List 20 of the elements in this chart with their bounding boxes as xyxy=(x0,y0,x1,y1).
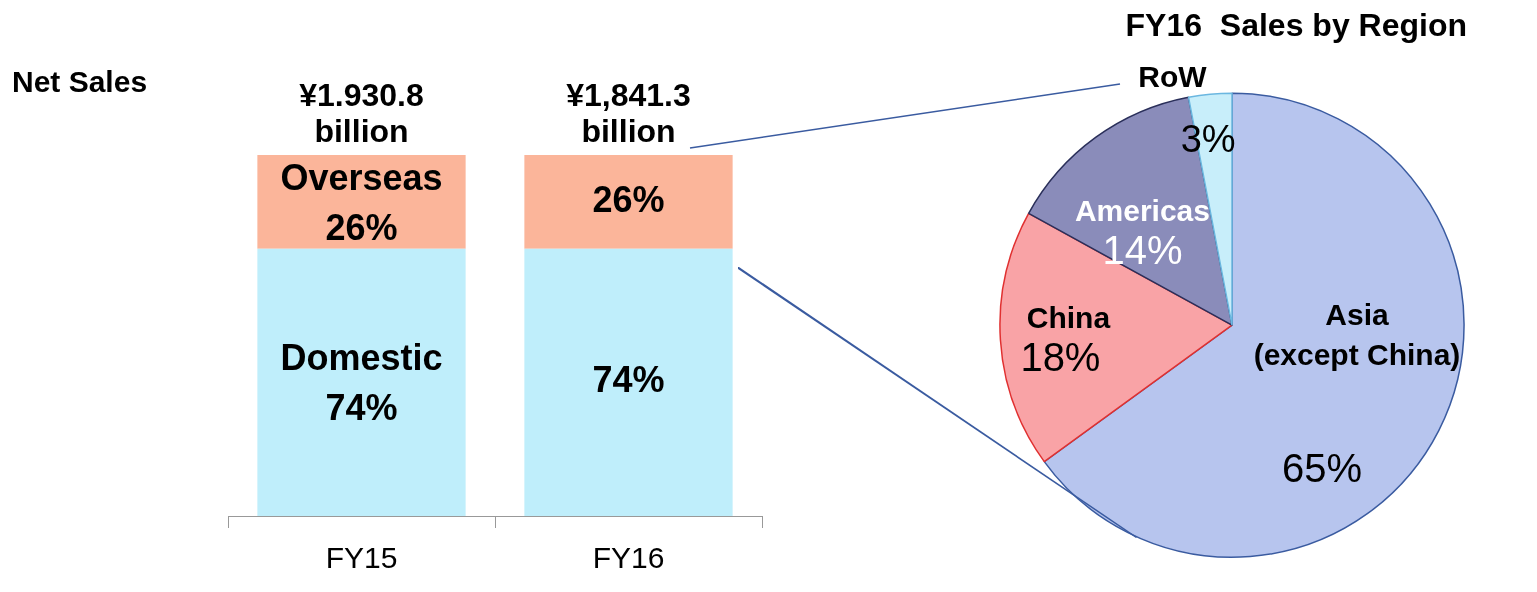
series-label: Overseas xyxy=(280,156,443,198)
x-tick-label: FY16 xyxy=(592,541,665,575)
annotation: ¥1.930.8 billion xyxy=(299,76,424,149)
data-label: 26% xyxy=(325,206,398,248)
x-tick-label: FY15 xyxy=(325,541,398,575)
data-label: 26% xyxy=(592,178,665,220)
data-label: 74% xyxy=(592,359,665,401)
annotation: ¥1,841.3 billion xyxy=(566,76,691,149)
slice-label: China xyxy=(1026,301,1111,335)
data-label: 65% xyxy=(1281,446,1363,491)
data-label: 14% xyxy=(1102,227,1183,272)
data-label: 3% xyxy=(1180,118,1236,161)
chart-title: FY16 Sales by Region xyxy=(1125,7,1467,44)
slice-label: Asia (except China) xyxy=(1253,298,1461,372)
slice-label: RoW xyxy=(1138,60,1208,94)
data-label: 74% xyxy=(325,387,398,429)
series-label: Domestic xyxy=(280,337,443,379)
text: Net Sales xyxy=(12,65,148,99)
data-label: 18% xyxy=(1020,335,1101,380)
slice-label: Americas xyxy=(1074,194,1210,228)
